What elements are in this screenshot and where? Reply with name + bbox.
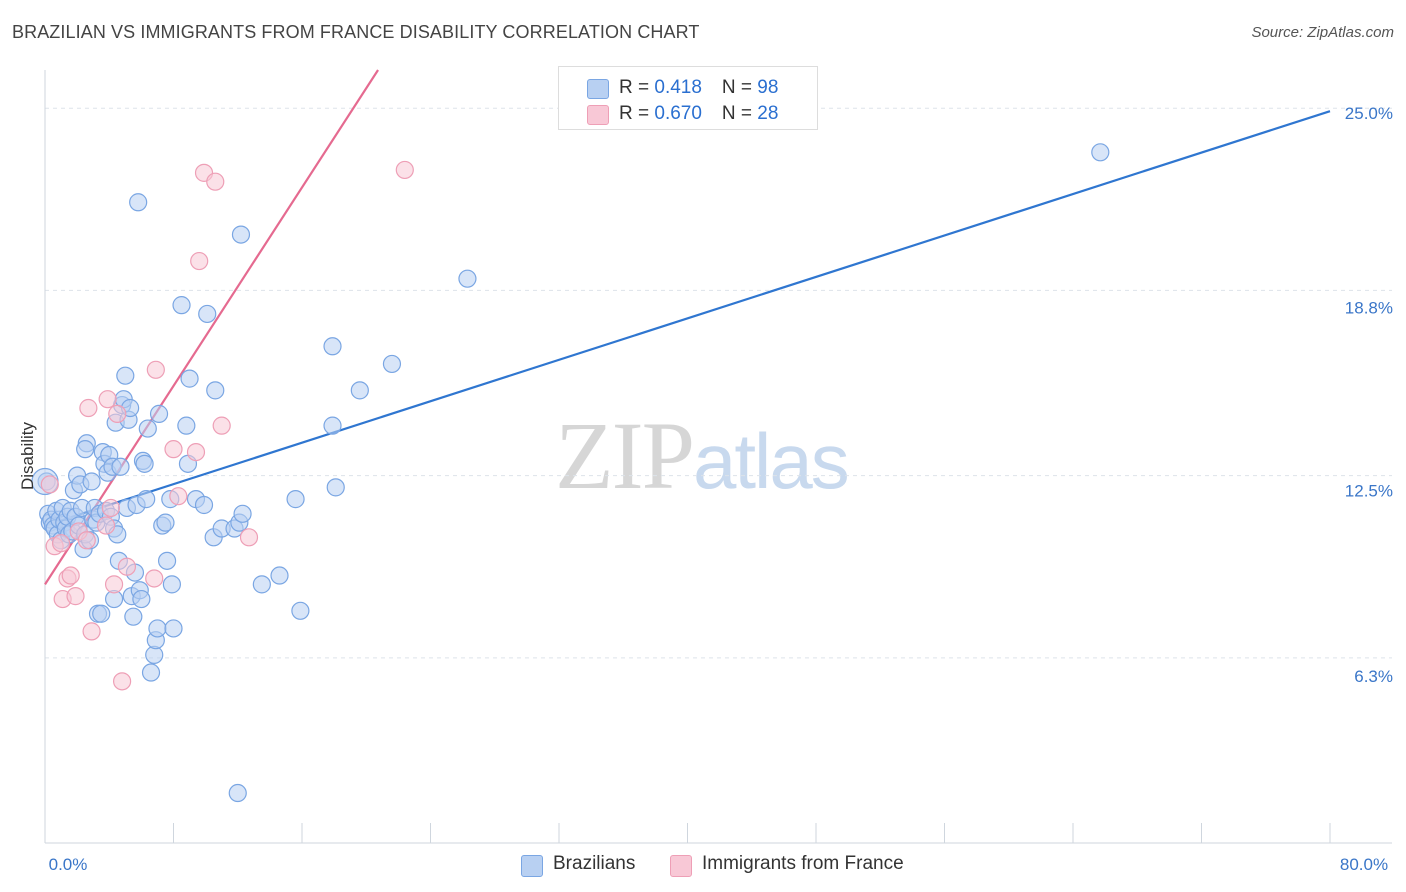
point-brazilian [135,454,154,473]
series-immigrants-from-france [40,160,414,691]
point-immigrants-from-france [239,528,259,547]
source-label: Source: ZipAtlas.com [1251,24,1394,41]
legend-label: Brazilians [553,853,636,874]
y-tick-label: 18.8% [1345,298,1393,317]
axes [44,70,1392,844]
point-brazilian [382,354,402,374]
point-brazilian [350,381,369,400]
point-immigrants-from-france [96,516,116,535]
point-immigrants-from-france [206,172,225,191]
grid-lines [45,107,1392,659]
point-brazilian [286,490,305,509]
n-value: 98 [757,77,779,98]
point-immigrants-from-france [169,487,188,506]
watermark-atlas: atlas [693,417,850,505]
chart-title: BRAZILIAN VS IMMIGRANTS FROM FRANCE DISA… [12,22,700,42]
point-immigrants-from-france [79,398,98,418]
point-brazilian [156,513,175,532]
point-brazilian [326,478,345,497]
point-brazilian [1091,143,1110,162]
r-value: 0.670 [654,103,702,124]
point-brazilian [206,381,225,400]
point-immigrants-from-france [117,557,137,576]
point-brazilian [291,601,310,620]
point-immigrants-from-france [145,569,164,588]
point-brazilian [172,296,191,315]
point-brazilian [233,504,252,523]
point-brazilian [162,575,181,594]
n-value: 28 [757,103,779,124]
point-brazilian [137,490,156,509]
point-immigrants-from-france [164,440,183,459]
point-brazilian [129,193,148,212]
swatch-blue [587,79,609,99]
legend-swatch-pink [670,855,692,877]
series-legend: Brazilians Immigrants from France [0,852,1406,880]
trend-line-brazilians [44,110,1331,527]
point-brazilian [148,619,167,638]
x-tick-label-min: 0.0% [49,855,88,874]
point-immigrants-from-france [395,160,414,180]
point-immigrants-from-france [51,534,71,553]
swatch-pink [587,105,609,125]
point-immigrants-from-france [101,498,120,518]
point-immigrants-from-france [104,575,124,594]
point-brazilian [177,416,196,435]
watermark-zip: ZIP [555,402,695,509]
point-brazilian [124,607,143,626]
point-brazilian [92,604,111,623]
series-brazilians [31,143,1110,803]
y-tick-label: 25.0% [1345,104,1393,123]
y-tick-label: 12.5% [1345,482,1393,501]
y-axis-label: Disability [18,421,37,490]
n-label: N = [721,103,758,124]
point-immigrants-from-france [108,404,127,423]
point-brazilian [458,269,477,288]
point-brazilian [82,472,101,491]
point-brazilian [141,663,161,682]
x-tick-label-max: 80.0% [1340,855,1388,874]
watermark: ZIPatlas [555,400,850,511]
point-brazilian [111,457,130,476]
point-brazilian [198,304,217,324]
point-brazilian [231,225,251,244]
point-brazilian [116,366,135,385]
point-brazilian [180,369,199,388]
point-brazilian [149,404,169,423]
y-tick-label: 6.3% [1354,667,1393,686]
point-immigrants-from-france [82,622,101,641]
point-brazilian [164,619,183,638]
r-value: 0.418 [654,77,702,98]
point-immigrants-from-france [186,442,206,462]
point-immigrants-from-france [112,672,132,691]
point-brazilian [194,495,214,515]
point-brazilian [132,589,151,609]
point-brazilian [228,783,247,803]
point-immigrants-from-france [190,251,209,271]
tick-labels: 6.3% 12.5% 18.8% 25.0% 0.0% 80.0% Disability [18,104,1393,874]
trend-lines [44,69,1331,585]
stats-legend: R = 0.418 N = 98 R = 0.670 N = 28 [558,66,818,130]
point-immigrants-from-france [212,416,231,435]
point-immigrants-from-france [66,587,85,606]
trend-line-immigrants-from-france [44,69,379,585]
point-brazilian [323,416,342,435]
r-label: R = [619,77,655,98]
point-immigrants-from-france [77,531,96,550]
point-immigrants-from-france [61,566,80,585]
legend-label: Immigrants from France [702,853,904,874]
point-immigrants-from-france [98,390,117,409]
point-brazilian [157,551,177,570]
legend-swatch-blue [521,855,543,877]
point-brazilian [138,419,157,438]
point-brazilian [270,566,289,585]
point-immigrants-from-france [146,360,165,379]
point-brazilian [323,337,342,356]
point-immigrants-from-france [40,475,59,494]
point-brazilian [252,575,271,594]
n-label: N = [721,77,758,98]
point-brazilian [76,440,95,459]
r-label: R = [619,103,655,124]
